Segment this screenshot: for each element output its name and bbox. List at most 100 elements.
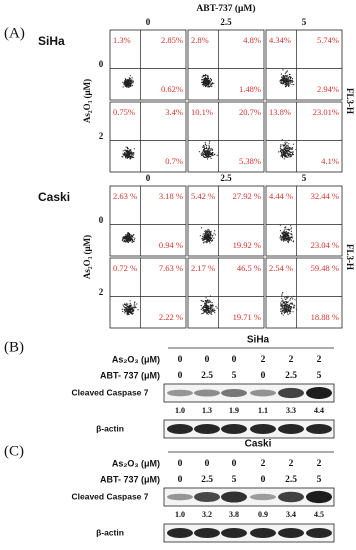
event-dot — [292, 311, 294, 313]
event-dot — [132, 80, 134, 82]
quadrant-percent: 3.18 % — [159, 191, 183, 201]
plot-frame — [265, 29, 343, 101]
quadrant-percent: 4.1% — [321, 156, 339, 166]
event-dot — [124, 149, 126, 151]
event-dot — [127, 241, 129, 243]
event-dot — [125, 156, 127, 158]
event-dot — [289, 299, 291, 301]
event-dot — [291, 303, 293, 305]
event-dot — [200, 153, 202, 155]
event-dot — [288, 305, 290, 307]
event-dot — [207, 307, 209, 309]
event-dot — [287, 78, 289, 80]
quadrant-percent: 13.8% — [269, 107, 291, 117]
event-dot — [208, 150, 210, 152]
quadrant-percent: 23.04 % — [311, 240, 339, 250]
event-dot — [132, 307, 134, 309]
quadrant-percent: 19.71 % — [233, 312, 261, 322]
event-dot — [211, 148, 213, 150]
event-dot — [209, 153, 211, 155]
event-dot — [201, 227, 203, 229]
event-dot — [135, 307, 137, 309]
event-dot — [203, 81, 205, 83]
event-dot — [285, 145, 288, 147]
event-dot — [211, 308, 214, 310]
treatment-label: ABT- 737 (μM) — [100, 474, 160, 484]
event-dot — [128, 83, 130, 85]
event-dot — [209, 239, 211, 241]
event-dot — [289, 303, 291, 305]
event-dot — [204, 302, 206, 304]
event-dot — [285, 152, 287, 154]
event-dot — [285, 78, 287, 80]
quadrant-percent: 27.92 % — [233, 191, 261, 201]
event-dot — [125, 149, 127, 151]
event-dot — [202, 309, 205, 311]
event-dot — [203, 145, 205, 147]
event-dot — [200, 308, 202, 310]
event-dot — [284, 80, 286, 82]
event-dot — [291, 148, 293, 150]
band — [221, 388, 247, 398]
event-dot — [290, 311, 292, 313]
event-dot — [208, 232, 210, 234]
event-dot — [281, 300, 283, 302]
event-dot — [289, 76, 291, 78]
event-dot — [131, 240, 133, 242]
event-dot — [201, 76, 203, 78]
event-dot — [287, 240, 289, 242]
event-dot — [205, 152, 207, 154]
event-dot — [206, 301, 208, 303]
event-dot — [122, 237, 124, 239]
event-dot — [280, 82, 282, 84]
event-dot — [284, 142, 286, 144]
event-dot — [204, 143, 207, 145]
event-dot — [287, 84, 290, 86]
event-dot — [124, 236, 126, 238]
plot-frame — [109, 101, 187, 173]
event-dot — [133, 152, 135, 154]
event-dot — [127, 314, 129, 316]
event-dot — [290, 80, 292, 82]
event-dot — [280, 73, 282, 75]
event-dot — [208, 144, 210, 146]
plot-frame — [187, 257, 265, 329]
event-dot — [122, 81, 124, 83]
plot-frame — [187, 101, 265, 173]
event-dot — [284, 149, 286, 151]
event-dot — [208, 146, 210, 148]
event-dot — [288, 239, 290, 241]
event-dot — [288, 85, 290, 87]
event-dot — [204, 300, 206, 302]
event-dot — [279, 147, 281, 149]
event-dot — [286, 310, 288, 312]
event-dot — [125, 239, 127, 241]
event-dot — [208, 229, 210, 231]
treatment-value: 0 — [261, 371, 266, 381]
event-dot — [286, 235, 288, 237]
event-dot — [285, 74, 287, 76]
quadrant-percent: 0.94 % — [159, 240, 183, 250]
event-dot — [287, 228, 289, 231]
event-dot — [126, 307, 128, 309]
event-dot — [202, 150, 204, 153]
event-dot — [289, 237, 291, 239]
event-dot — [125, 234, 127, 236]
event-dot — [124, 153, 127, 155]
event-dot — [290, 236, 292, 238]
event-dot — [287, 156, 289, 158]
event-dot — [133, 239, 135, 241]
event-dot — [286, 77, 288, 79]
event-dot — [210, 305, 212, 307]
event-dot — [290, 230, 292, 232]
treatment-label: As₂O₃ (μM) — [112, 458, 160, 468]
quantification: 3.3 — [286, 406, 296, 415]
scatter-dots — [279, 224, 294, 244]
scatter-dots — [121, 232, 136, 244]
event-dot — [200, 154, 202, 156]
event-dot — [287, 145, 289, 147]
event-dot — [127, 148, 129, 150]
event-dot — [209, 81, 211, 83]
event-dot — [129, 300, 131, 302]
event-dot — [289, 306, 291, 308]
